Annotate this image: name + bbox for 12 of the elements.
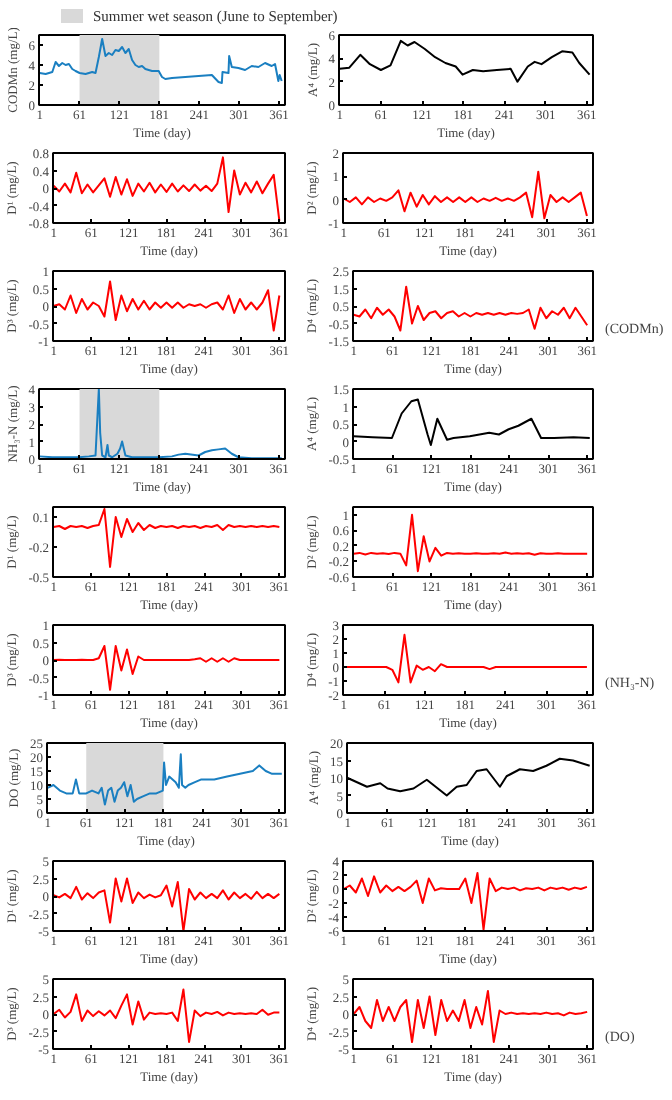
line-series (53, 645, 281, 691)
line-series (353, 513, 589, 573)
line-series (39, 389, 283, 459)
line-series (53, 280, 281, 332)
line-series (53, 508, 281, 568)
line-series (53, 156, 281, 222)
line-series (39, 38, 283, 84)
line-series (353, 989, 589, 1043)
line-series (47, 753, 283, 806)
line-series (343, 633, 588, 684)
line-series (353, 285, 589, 332)
line-series (53, 988, 281, 1043)
